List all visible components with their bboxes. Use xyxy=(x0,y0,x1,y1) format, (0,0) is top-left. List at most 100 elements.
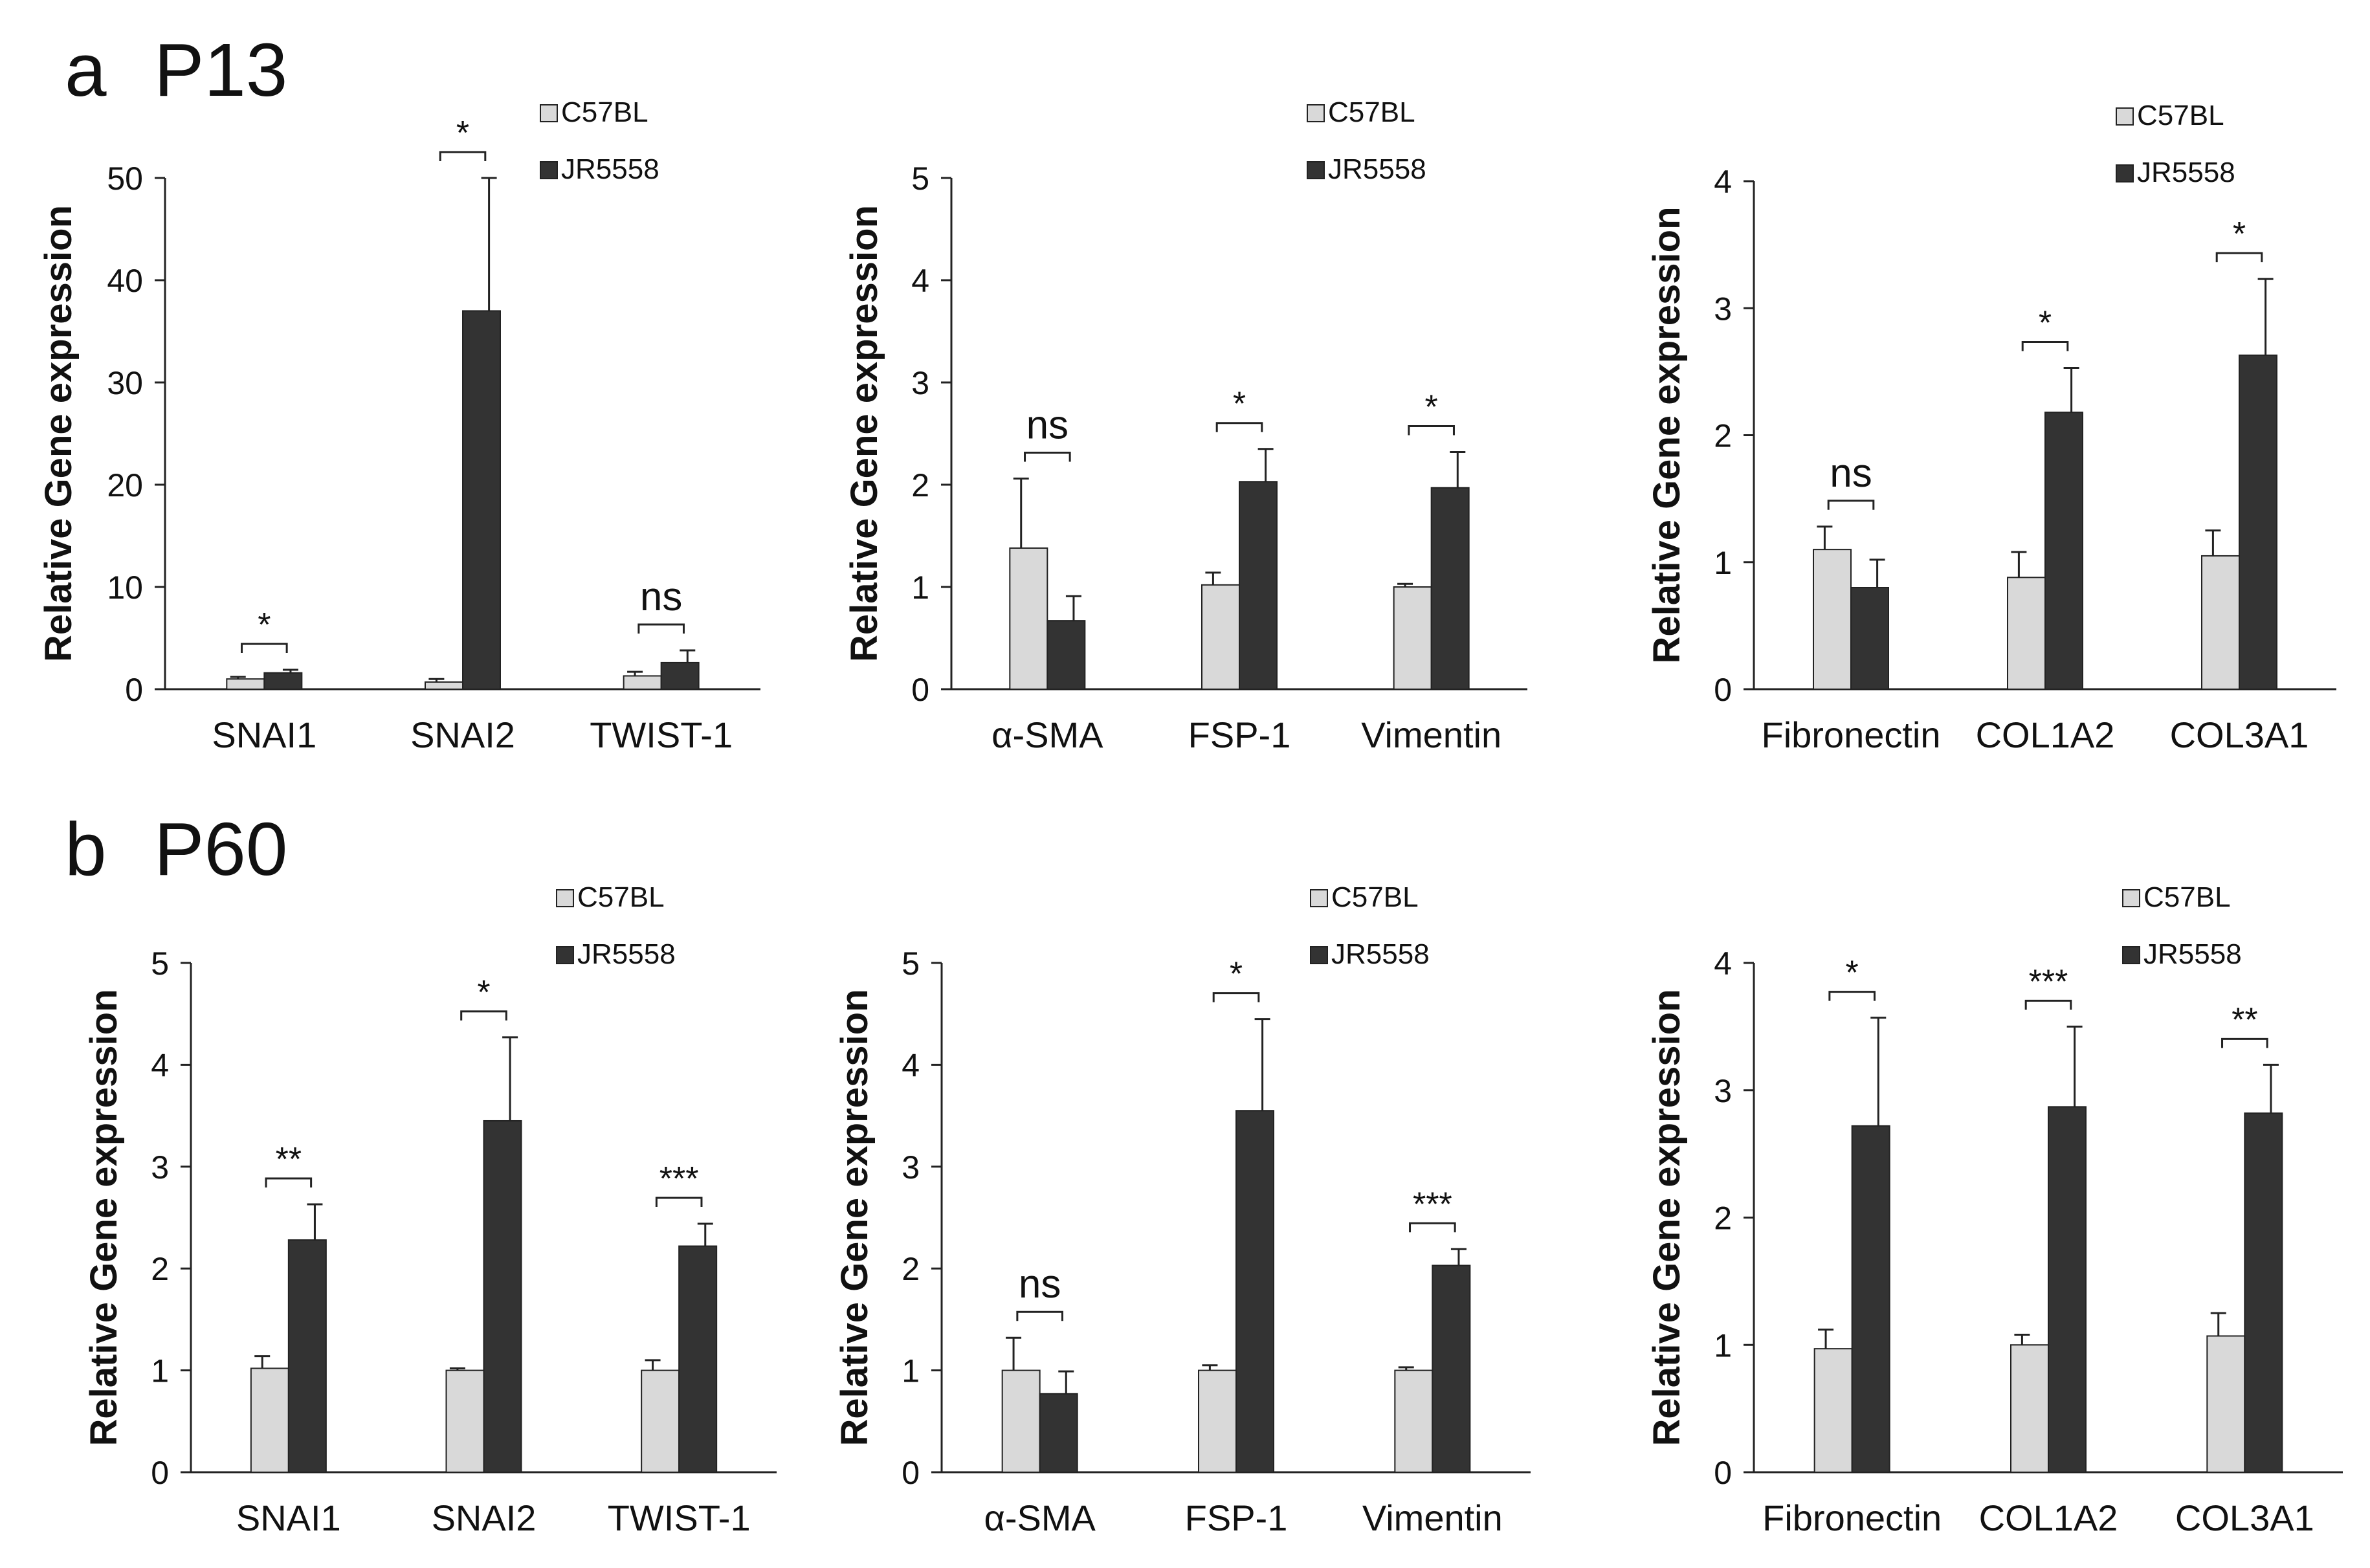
legend-label: C57BL xyxy=(577,881,665,913)
y-axis-title: Relative Gene expression xyxy=(1646,207,1688,664)
bar-jr5558 xyxy=(2048,1106,2087,1473)
chart-2: 0 1 2 3 4 5 Relative Gene expression α-SMA ns FSP… xyxy=(843,96,1527,755)
significance-bracket xyxy=(1828,991,1876,1001)
significance-bracket xyxy=(1212,992,1260,1002)
y-tick-label: 4 xyxy=(902,1047,920,1083)
y-tick-label: 2 xyxy=(911,467,929,503)
category-label: COL1A2 xyxy=(1979,1497,2118,1538)
legend-label: C57BL xyxy=(561,96,648,128)
legend-swatch-jr5558 xyxy=(556,946,574,964)
chart-4: 0 1 2 3 4 5 Relative Gene expression SNAI1 ** SNA… xyxy=(83,881,777,1538)
bar-c57bl xyxy=(1009,547,1048,690)
y-tick-label: 20 xyxy=(107,467,143,503)
y-tick-label: 3 xyxy=(151,1149,169,1186)
y-tick-label: 0 xyxy=(1714,672,1732,708)
y-tick-label: 50 xyxy=(107,160,143,197)
bar-c57bl xyxy=(425,681,463,690)
significance-bracket xyxy=(1016,1310,1063,1321)
bar-c57bl xyxy=(1201,584,1240,690)
panel-a-letter: a xyxy=(65,28,107,112)
bar-jr5558 xyxy=(2244,1112,2283,1474)
y-tick-label: 1 xyxy=(1714,1327,1732,1364)
category-label: FSP-1 xyxy=(1185,1497,1288,1538)
category-label: Fibronectin xyxy=(1762,1497,1942,1538)
category-label: α-SMA xyxy=(991,714,1103,755)
legend-label: JR5558 xyxy=(1328,153,1426,185)
chart-5: 0 1 2 3 4 5 Relative Gene expression α-SMA ns FSP… xyxy=(834,881,1531,1538)
y-axis-title: Relative Gene expression xyxy=(1646,989,1688,1446)
significance-bracket xyxy=(1409,1222,1456,1233)
category-label: α-SMA xyxy=(984,1497,1096,1538)
category-label: TWIST-1 xyxy=(590,714,733,755)
bar-jr5558 xyxy=(1432,1264,1471,1474)
legend-swatch-c57bl xyxy=(1307,104,1325,122)
bar-c57bl xyxy=(2206,1335,2246,1474)
category-label: Vimentin xyxy=(1362,1497,1503,1538)
bar-jr5558 xyxy=(1850,587,1889,690)
significance-bracket xyxy=(2221,1037,2268,1048)
bar-jr5558 xyxy=(1851,1125,1890,1473)
y-tick-label: 2 xyxy=(1714,418,1732,454)
significance-label: * xyxy=(1233,386,1246,423)
y-tick-label: 10 xyxy=(107,569,143,606)
bar-c57bl xyxy=(1393,586,1432,690)
category-label: TWIST-1 xyxy=(608,1497,751,1538)
significance-label: *** xyxy=(1413,1186,1452,1223)
significance-label: * xyxy=(1230,956,1243,993)
significance-bracket xyxy=(1408,425,1455,436)
legend-swatch-jr5558 xyxy=(1310,946,1328,964)
bar-jr5558 xyxy=(483,1120,522,1473)
significance-label: *** xyxy=(2029,963,2068,1000)
y-tick-label: 5 xyxy=(911,160,929,197)
legend-label: JR5558 xyxy=(561,153,659,185)
y-axis-title: Relative Gene expression xyxy=(83,989,125,1446)
category-label: COL1A2 xyxy=(1976,714,2115,755)
legend-swatch-jr5558 xyxy=(2116,164,2134,182)
significance-label: ** xyxy=(276,1141,302,1178)
significance-label: * xyxy=(2039,304,2052,342)
bar-jr5558 xyxy=(462,310,501,690)
legend-swatch-jr5558 xyxy=(2122,946,2140,964)
significance-label: ns xyxy=(1830,451,1872,496)
significance-bracket xyxy=(439,151,487,161)
y-tick-label: 3 xyxy=(1714,1073,1732,1109)
significance-label: * xyxy=(1425,388,1438,426)
y-tick-label: 2 xyxy=(1714,1200,1732,1237)
bar-c57bl xyxy=(2010,1344,2049,1473)
legend-swatch-c57bl xyxy=(2116,107,2134,126)
significance-bracket xyxy=(1827,500,1875,510)
significance-label: ns xyxy=(1019,1262,1061,1307)
category-label: SNAI2 xyxy=(410,714,515,755)
significance-label: * xyxy=(477,974,490,1011)
y-tick-label: 1 xyxy=(911,569,929,606)
bar-c57bl xyxy=(1813,1348,1853,1474)
bar-jr5558 xyxy=(1430,487,1470,690)
significance-label: ns xyxy=(1026,403,1069,448)
legend-swatch-c57bl xyxy=(540,104,558,122)
y-tick-label: 0 xyxy=(911,672,929,708)
y-tick-label: 5 xyxy=(902,945,920,982)
significance-bracket xyxy=(1024,452,1071,462)
bar-jr5558 xyxy=(263,672,303,690)
significance-bracket xyxy=(637,623,685,634)
bar-jr5558 xyxy=(678,1245,718,1474)
y-tick-label: 0 xyxy=(125,672,143,708)
legend-label: JR5558 xyxy=(2143,938,2242,970)
significance-bracket xyxy=(241,643,288,653)
legend-label: C57BL xyxy=(1328,96,1415,128)
bar-c57bl xyxy=(445,1369,485,1474)
significance-label: *** xyxy=(659,1160,699,1198)
panel-b-header: b P60 xyxy=(65,807,287,891)
significance-bracket xyxy=(2215,252,2263,263)
legend-swatch-jr5558 xyxy=(1307,161,1325,179)
y-tick-label: 4 xyxy=(1714,164,1732,200)
legend-label: C57BL xyxy=(2143,881,2231,913)
significance-label: ns xyxy=(640,575,682,619)
bar-jr5558 xyxy=(2044,412,2083,690)
y-tick-label: 1 xyxy=(902,1353,920,1389)
bar-c57bl xyxy=(1198,1369,1237,1474)
legend-label: JR5558 xyxy=(2137,157,2235,188)
legend-swatch-c57bl xyxy=(556,889,574,907)
y-tick-label: 2 xyxy=(151,1251,169,1287)
